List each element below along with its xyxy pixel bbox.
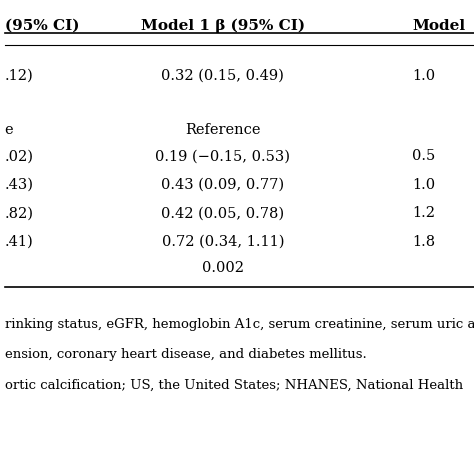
Text: .12): .12) (5, 69, 34, 83)
Text: Model: Model (412, 19, 465, 33)
Text: Model 1 β (95% CI): Model 1 β (95% CI) (141, 19, 305, 33)
Text: ortic calcification; US, the United States; NHANES, National Health: ortic calcification; US, the United Stat… (5, 379, 463, 392)
Text: 0.19 (−0.15, 0.53): 0.19 (−0.15, 0.53) (155, 149, 290, 164)
Text: Reference: Reference (185, 123, 261, 137)
Text: .82): .82) (5, 206, 34, 220)
Text: .41): .41) (5, 235, 34, 249)
Text: 0.43 (0.09, 0.77): 0.43 (0.09, 0.77) (161, 178, 284, 192)
Text: 1.0: 1.0 (412, 178, 436, 192)
Text: 1.2: 1.2 (412, 206, 436, 220)
Text: e: e (5, 123, 13, 137)
Text: 1.8: 1.8 (412, 235, 436, 249)
Text: 1.0: 1.0 (412, 69, 436, 83)
Text: (95% CI): (95% CI) (5, 19, 79, 33)
Text: .43): .43) (5, 178, 34, 192)
Text: 0.002: 0.002 (202, 261, 244, 275)
Text: 0.42 (0.05, 0.78): 0.42 (0.05, 0.78) (161, 206, 284, 220)
Text: 0.32 (0.15, 0.49): 0.32 (0.15, 0.49) (161, 69, 284, 83)
Text: .02): .02) (5, 149, 34, 164)
Text: ension, coronary heart disease, and diabetes mellitus.: ension, coronary heart disease, and diab… (5, 348, 366, 361)
Text: 0.5: 0.5 (412, 149, 436, 164)
Text: rinking status, eGFR, hemoglobin A1c, serum creatinine, serum uric ac: rinking status, eGFR, hemoglobin A1c, se… (5, 318, 474, 330)
Text: 0.72 (0.34, 1.11): 0.72 (0.34, 1.11) (162, 235, 284, 249)
